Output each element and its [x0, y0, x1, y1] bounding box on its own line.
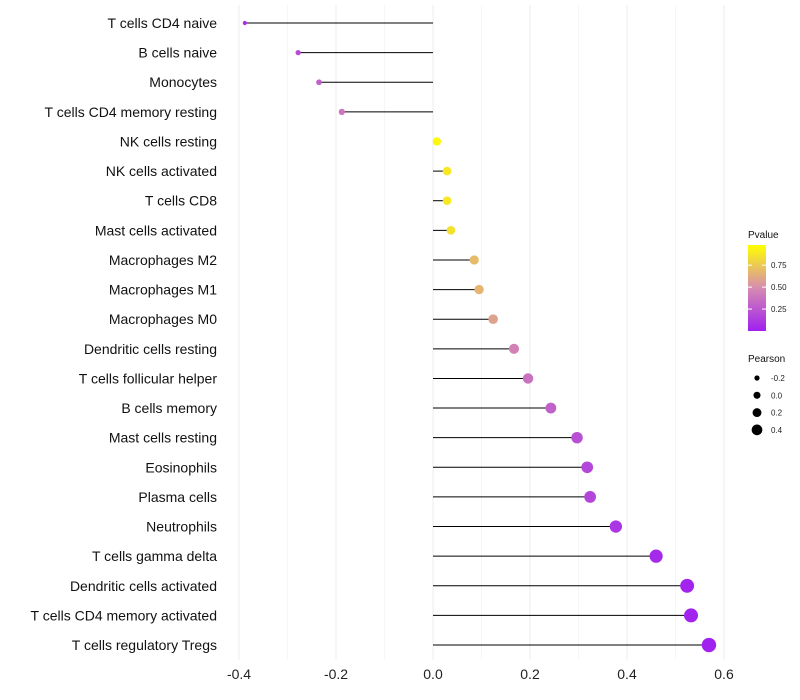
y-tick-label: T cells regulatory Tregs: [72, 637, 217, 653]
y-tick-label: T cells gamma delta: [92, 548, 217, 564]
y-tick-label: T cells follicular helper: [79, 370, 218, 386]
y-tick-label: T cells CD4 naive: [108, 15, 218, 31]
lollipop-point: [338, 108, 345, 115]
lollipop-point: [522, 373, 534, 384]
x-tick-label: 0.2: [520, 666, 540, 682]
lollipop-point: [474, 284, 484, 295]
lollipop-point: [581, 461, 594, 474]
lollipop-point: [571, 431, 583, 444]
colorbar-label: 0.75: [771, 261, 787, 270]
y-tick-label: B cells memory: [121, 400, 217, 416]
y-tick-label: T cells CD4 memory resting: [45, 104, 217, 120]
lollipop-point: [545, 402, 557, 414]
lollipop-point: [488, 314, 498, 325]
lollipop-point: [442, 196, 452, 206]
colorbar-label: 0.25: [771, 305, 787, 314]
colorbar: [748, 245, 766, 331]
lollipop-point: [701, 637, 717, 653]
size-legend-dot: [751, 424, 763, 436]
size-legend-dot: [753, 391, 761, 399]
y-tick-label: Dendritic cells activated: [70, 578, 217, 594]
lollipop-point: [508, 343, 520, 354]
size-legend-label: 0.0: [771, 391, 783, 400]
x-tick-label: 0.4: [617, 666, 637, 682]
lollipop-point: [469, 255, 479, 265]
y-tick-label: Macrophages M0: [109, 311, 217, 327]
size-legend-label: -0.2: [771, 374, 785, 383]
y-tick-label: Eosinophils: [145, 459, 217, 475]
lollipop-point: [684, 608, 699, 623]
lollipop-point: [242, 20, 247, 26]
lollipop-point: [649, 549, 663, 563]
lollipop-point: [584, 491, 597, 503]
legend-size-title: Pearson: [748, 354, 785, 365]
size-legend-dot: [752, 408, 762, 418]
y-tick-label: T cells CD8: [145, 193, 217, 209]
y-tick-label: Neutrophils: [146, 519, 217, 535]
y-tick-label: Macrophages M1: [109, 282, 217, 298]
x-tick-label: -0.2: [324, 666, 348, 682]
lollipop-point: [432, 137, 442, 146]
y-tick-label: B cells naive: [138, 45, 217, 61]
lollipop-point: [316, 79, 322, 86]
y-tick-label: Mast cells resting: [109, 430, 217, 446]
lollipop-point: [609, 520, 623, 533]
colorbar-label: 0.50: [771, 283, 787, 292]
lollipop-point: [442, 166, 452, 176]
y-tick-label: Mast cells activated: [95, 222, 217, 238]
x-tick-label: 0.6: [714, 666, 734, 682]
size-legend-label: 0.2: [771, 409, 783, 418]
y-tick-label: Dendritic cells resting: [84, 341, 217, 357]
lollipop-point: [446, 225, 456, 235]
y-tick-label: Plasma cells: [138, 489, 217, 505]
y-tick-label: NK cells activated: [106, 163, 217, 179]
lollipop-point: [295, 49, 301, 56]
y-tick-label: Macrophages M2: [109, 252, 217, 268]
y-tick-label: Monocytes: [149, 74, 217, 90]
size-legend-label: 0.4: [771, 426, 783, 435]
size-legend-dot: [754, 375, 760, 381]
x-tick-label: 0.0: [423, 666, 443, 682]
lollipop-point: [680, 578, 695, 593]
y-tick-label: T cells CD4 memory activated: [31, 607, 217, 623]
legend-color-title: Pvalue: [748, 230, 779, 241]
x-tick-label: -0.4: [227, 666, 251, 682]
y-tick-label: NK cells resting: [120, 133, 217, 149]
